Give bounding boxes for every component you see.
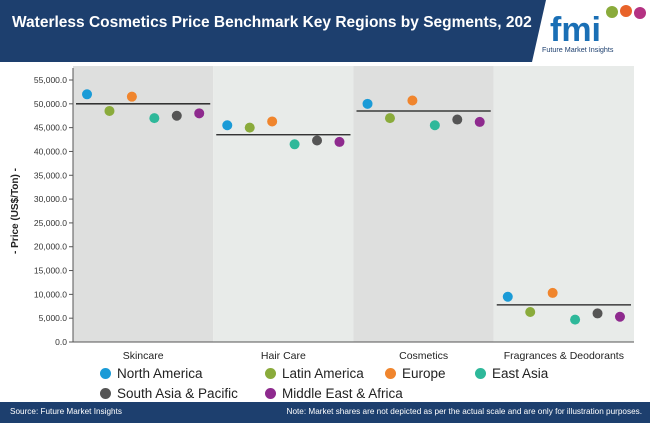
legend-swatch — [100, 368, 111, 379]
data-points — [82, 89, 625, 325]
logo-flask-icon — [620, 5, 632, 17]
logo-leaf-icon — [606, 6, 618, 18]
data-point — [525, 306, 536, 317]
data-point — [267, 116, 278, 127]
legend-swatch — [385, 368, 396, 379]
segment-panel — [353, 66, 494, 342]
y-tick-label: 20,000.0 — [34, 242, 67, 252]
data-point — [452, 114, 463, 125]
data-point — [592, 308, 603, 319]
data-point — [104, 105, 115, 116]
legend-label: East Asia — [492, 366, 549, 381]
data-point — [126, 91, 137, 102]
data-point — [312, 135, 323, 146]
data-point — [171, 110, 182, 121]
data-point — [547, 287, 558, 298]
logo-corner-shape — [532, 0, 546, 62]
data-point — [407, 95, 418, 106]
y-axis-label: - Price (US$/Ton) - — [10, 168, 21, 254]
segment-panels — [73, 66, 634, 342]
legend-swatch — [100, 388, 111, 399]
source-note: Source: Future Market Insights — [10, 407, 122, 416]
y-tick-label: 55,000.0 — [34, 75, 67, 85]
legend-label: South Asia & Pacific — [117, 386, 238, 401]
legend-swatch — [265, 388, 276, 399]
legend-label: Europe — [402, 366, 446, 381]
legend-item: South Asia & Pacific — [100, 386, 238, 401]
x-tick-label: Cosmetics — [399, 350, 448, 362]
logo-subtitle: Future Market Insights — [542, 45, 614, 54]
legend-swatch — [475, 368, 486, 379]
data-point — [222, 120, 233, 131]
legend-item: Middle East & Africa — [265, 386, 403, 401]
y-tick-label: 5,000.0 — [39, 313, 68, 323]
y-tick-label: 10,000.0 — [34, 289, 67, 299]
disclaimer-note: Note: Market shares are not depicted as … — [286, 407, 642, 416]
y-tick-label: 40,000.0 — [34, 146, 67, 156]
segment-panel — [213, 66, 354, 342]
fmi-logo-graphic: fmi — [532, 0, 646, 62]
data-point — [82, 89, 93, 100]
legend-swatch — [265, 368, 276, 379]
legend-item: Europe — [385, 366, 446, 381]
legend-label: Middle East & Africa — [282, 386, 403, 401]
data-point — [194, 108, 205, 119]
footer-bar: Source: Future Market Insights Note: Mar… — [0, 402, 650, 423]
legend-item: North America — [100, 366, 203, 381]
benchmark-lines — [76, 103, 631, 306]
legend-label: Latin America — [282, 366, 364, 381]
legend-item: East Asia — [475, 366, 548, 381]
data-point — [244, 122, 255, 133]
y-tick-label: 45,000.0 — [34, 123, 67, 133]
chart-title: Waterless Cosmetics Price Benchmark Key … — [12, 14, 541, 31]
data-point — [474, 116, 485, 127]
data-point — [429, 120, 440, 131]
segment-panel — [493, 66, 634, 342]
x-tick-label: Skincare — [123, 350, 164, 362]
y-axis: 0.0 5,000.0 10,000.0 15,000.0 20,000.0 25,000… — [34, 68, 74, 347]
data-point — [384, 113, 395, 124]
y-tick-label: 30,000.0 — [34, 194, 67, 204]
legend-item: Latin America — [265, 366, 364, 381]
y-tick-label: 15,000.0 — [34, 266, 67, 276]
y-tick-label: 50,000.0 — [34, 99, 67, 109]
data-point — [502, 291, 513, 302]
x-axis: Skincare Hair Care Cosmetics Fragrances & D… — [73, 341, 634, 362]
data-point — [149, 113, 160, 124]
data-point — [362, 98, 373, 109]
legend-label: North America — [117, 366, 203, 381]
logo: fmi Future Market Insights — [532, 0, 650, 62]
y-tick-label: 0.0 — [55, 337, 67, 347]
data-point — [289, 139, 300, 150]
chart-area: 0.0 5,000.0 10,000.0 15,000.0 20,000.0 25,000… — [10, 66, 634, 362]
x-tick-label: Hair Care — [261, 350, 306, 362]
y-tick-label: 35,000.0 — [34, 170, 67, 180]
x-tick-label: Fragrances & Deodorants — [504, 350, 624, 362]
y-tick-label: 25,000.0 — [34, 218, 67, 228]
segment-panel — [73, 66, 214, 342]
logo-gear-icon — [634, 7, 646, 19]
data-point — [570, 314, 581, 325]
data-point — [614, 311, 625, 322]
logo-wordmark: fmi — [550, 11, 601, 49]
data-point — [334, 136, 345, 147]
